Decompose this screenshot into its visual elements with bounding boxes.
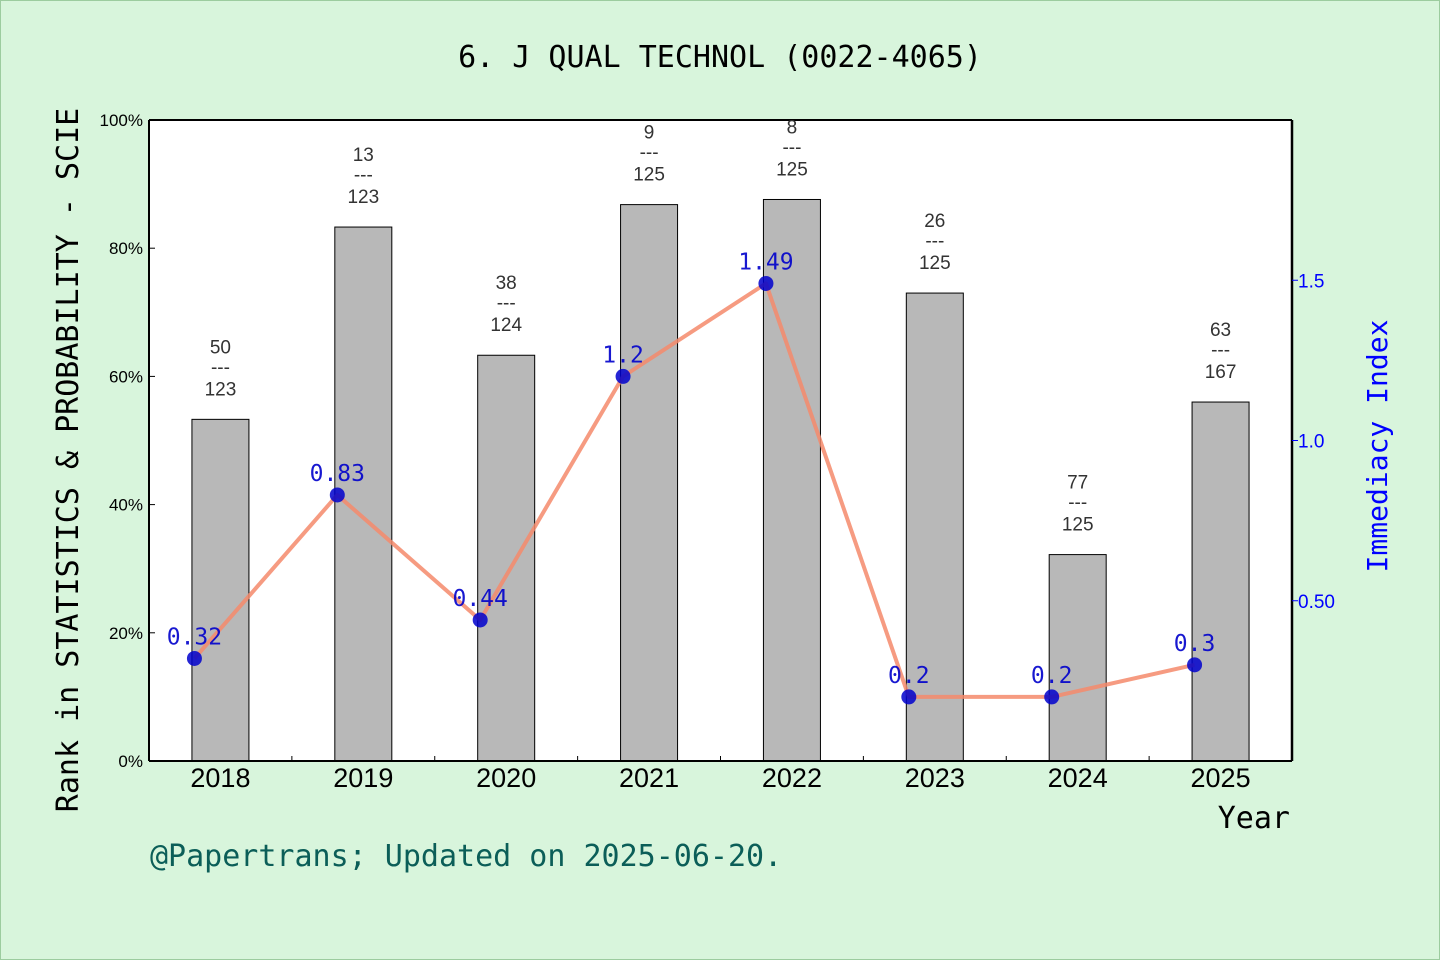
plot-area <box>149 120 1292 761</box>
y-tick-label-left-4: 80% <box>109 239 143 258</box>
rank-total-label-2020: 124 <box>490 315 522 336</box>
x-tick-label-2025: 2025 <box>1191 763 1251 793</box>
rank-total-label-2023: 125 <box>919 253 951 274</box>
immediacy-value-label-2021: 1.2 <box>602 342 644 368</box>
immediacy-value-label-2025: 0.3 <box>1174 631 1216 657</box>
y-tick-label-left-0: 0% <box>118 752 143 771</box>
x-tick-label-2021: 2021 <box>619 763 679 793</box>
x-tick-label-2023: 2023 <box>905 763 965 793</box>
rank-label-2022: 8 <box>787 117 798 138</box>
y-tick-label-right-2: 1.5 <box>1298 271 1324 292</box>
rank-label-2021: 9 <box>644 123 655 144</box>
x-tick-label-2018: 2018 <box>190 763 250 793</box>
immediacy-point-2020 <box>472 612 488 628</box>
rank-separator-2022: --- <box>782 137 801 158</box>
rank-total-label-2018: 123 <box>205 379 237 400</box>
y-tick-label-right-0: 0.50 <box>1298 592 1335 613</box>
y-tick-label-left-2: 40% <box>109 496 143 515</box>
bar-2021 <box>620 204 679 762</box>
x-tick-label-2024: 2024 <box>1048 763 1108 793</box>
y-tick-label-left-3: 60% <box>109 367 143 386</box>
y-axis-label-left: Rank in STATISTICS & PROBABILITY - SCIE <box>51 108 86 812</box>
immediacy-value-label-2022: 1.49 <box>738 249 793 275</box>
footer-credit: @Papertrans; Updated on 2025-06-20. <box>150 839 782 874</box>
rank-total-label-2021: 125 <box>633 165 665 186</box>
axes-layer: 0% 20% 40% 60% 80% 100% 0.50 1.0 1.5 2018 2019 2020… <box>100 111 1335 793</box>
immediacy-value-label-2023: 0.2 <box>888 663 930 689</box>
bar-2020 <box>477 354 536 762</box>
immediacy-point-2023 <box>901 689 917 705</box>
bar-2018 <box>191 418 250 762</box>
bar-2025 <box>1191 401 1250 762</box>
rank-total-label-2022: 125 <box>776 159 808 180</box>
rank-label-2025: 63 <box>1210 320 1231 341</box>
rank-label-2023: 26 <box>924 211 945 232</box>
rank-total-label-2024: 125 <box>1062 515 1094 536</box>
y-axis-label-right: Immediacy Index <box>1361 320 1394 573</box>
rank-separator-2020: --- <box>497 293 516 314</box>
x-tick-label-2020: 2020 <box>476 763 536 793</box>
x-axis-label: Year <box>1218 801 1290 836</box>
bar-2023 <box>905 292 964 762</box>
immediacy-value-label-2020: 0.44 <box>452 586 507 612</box>
y-tick-label-left-5: 100% <box>100 111 143 130</box>
immediacy-point-2019 <box>329 487 345 503</box>
rank-label-2020: 38 <box>496 273 517 294</box>
x-tick-label-2022: 2022 <box>762 763 822 793</box>
rank-label-2019: 13 <box>353 145 374 166</box>
rank-separator-2021: --- <box>640 143 659 164</box>
labels-layer: 50---12313---12338---1249---1258---12526… <box>167 117 1237 688</box>
line-layer <box>186 275 1203 705</box>
immediacy-point-2018 <box>186 650 202 666</box>
rank-separator-2023: --- <box>925 231 944 252</box>
bar-2024 <box>1048 554 1107 762</box>
immediacy-value-label-2018: 0.32 <box>167 624 222 650</box>
immediacy-line <box>192 281 1196 699</box>
immediacy-point-2025 <box>1187 657 1203 673</box>
rank-total-label-2019: 123 <box>347 187 379 208</box>
rank-label-2024: 77 <box>1067 473 1088 494</box>
rank-separator-2024: --- <box>1068 493 1087 514</box>
immediacy-value-label-2024: 0.2 <box>1031 663 1073 689</box>
rank-separator-2018: --- <box>211 357 230 378</box>
y-tick-label-left-1: 20% <box>109 624 143 643</box>
rank-separator-2019: --- <box>354 165 373 186</box>
rank-label-2018: 50 <box>210 337 231 358</box>
immediacy-point-2022 <box>758 275 774 291</box>
x-tick-label-2019: 2019 <box>333 763 393 793</box>
chart-title: 6. J QUAL TECHNOL (0022-4065) <box>458 40 982 75</box>
rank-total-label-2025: 167 <box>1205 362 1237 383</box>
immediacy-value-label-2019: 0.83 <box>310 461 365 487</box>
rank-separator-2025: --- <box>1211 340 1230 361</box>
y-tick-label-right-1: 1.0 <box>1298 432 1324 453</box>
immediacy-point-2024 <box>1044 689 1060 705</box>
immediacy-point-2021 <box>615 368 631 384</box>
